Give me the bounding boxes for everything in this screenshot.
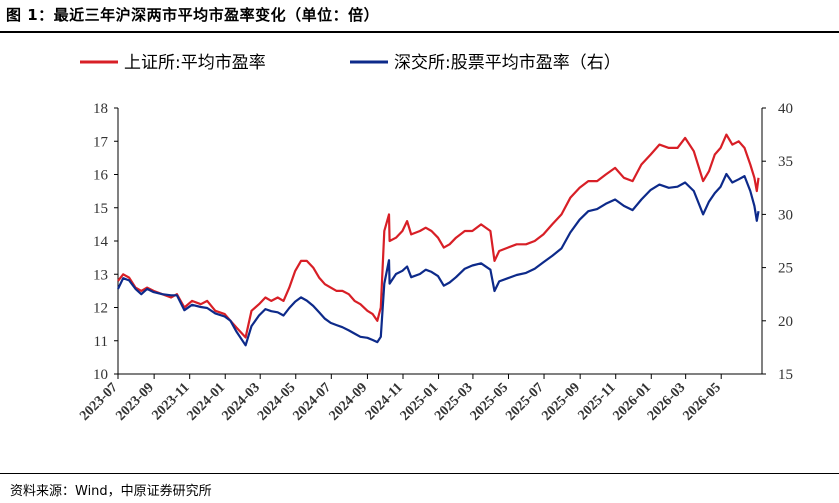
x-tick-label: 2025-03 <box>432 380 476 424</box>
chart-legend: 上证所:平均市盈率 深交所:股票平均市盈率（右） <box>80 53 621 73</box>
y-left-tick-label: 18 <box>93 101 108 117</box>
legend-label-1: 上证所:平均市盈率 <box>124 53 266 73</box>
y-left-tick-label: 11 <box>94 334 108 350</box>
x-tick-label: 2024-07 <box>291 380 335 424</box>
y-left-tick-label: 16 <box>93 168 109 184</box>
y-right-tick-label: 30 <box>778 207 793 223</box>
x-tick-label: 2025-11 <box>575 380 618 423</box>
y-right-tick-label: 20 <box>778 314 793 330</box>
y-right-tick-label: 25 <box>778 261 793 277</box>
y-left-tick-label: 14 <box>93 234 109 250</box>
x-tick-label: 2023-07 <box>77 380 121 424</box>
y-left-tick-label: 15 <box>93 201 108 217</box>
x-tick-label: 2025-07 <box>503 380 547 424</box>
y-left-tick-label: 10 <box>93 367 108 383</box>
x-tick-label: 2024-03 <box>219 380 263 424</box>
figure-title: 图 1：最近三年沪深两市平均市盈率变化（单位：倍） <box>6 6 380 24</box>
pe-ratio-chart: 上证所:平均市盈率 深交所:股票平均市盈率（右） 10 11 12 13 14 15 16 17… <box>77 53 793 424</box>
source-divider <box>0 473 839 474</box>
y-right-tick-label: 35 <box>778 154 793 170</box>
y-left-tick-label: 12 <box>93 301 108 317</box>
chart-plot-area <box>117 133 760 347</box>
y-right-tick-label: 15 <box>778 367 793 383</box>
x-tick-label: 2024-01 <box>184 380 228 424</box>
x-tick-label: 2024-09 <box>327 380 371 424</box>
source-note: 资料来源：Wind，中原证券研究所 <box>10 484 212 499</box>
chart-axes: 1011121314151617181520253035402023-07202… <box>77 101 793 424</box>
title-divider <box>0 31 839 33</box>
y-left-tick-label: 13 <box>93 267 108 283</box>
y-right-tick-label: 40 <box>778 101 793 117</box>
x-tick-label: 2026-03 <box>645 380 689 424</box>
x-tick-label: 2023-09 <box>113 380 157 424</box>
y-left-tick-label: 17 <box>93 134 109 150</box>
x-tick-label: 2026-05 <box>680 380 724 424</box>
series-line-2 <box>117 172 760 347</box>
x-tick-label: 2024-05 <box>255 380 299 424</box>
series-line-1 <box>117 133 760 339</box>
x-tick-label: 2025-09 <box>539 380 583 424</box>
x-tick-label: 2023-11 <box>149 380 192 423</box>
x-tick-label: 2025-05 <box>468 380 512 424</box>
x-tick-label: 2024-11 <box>363 380 406 423</box>
legend-label-2: 深交所:股票平均市盈率（右） <box>394 53 621 73</box>
